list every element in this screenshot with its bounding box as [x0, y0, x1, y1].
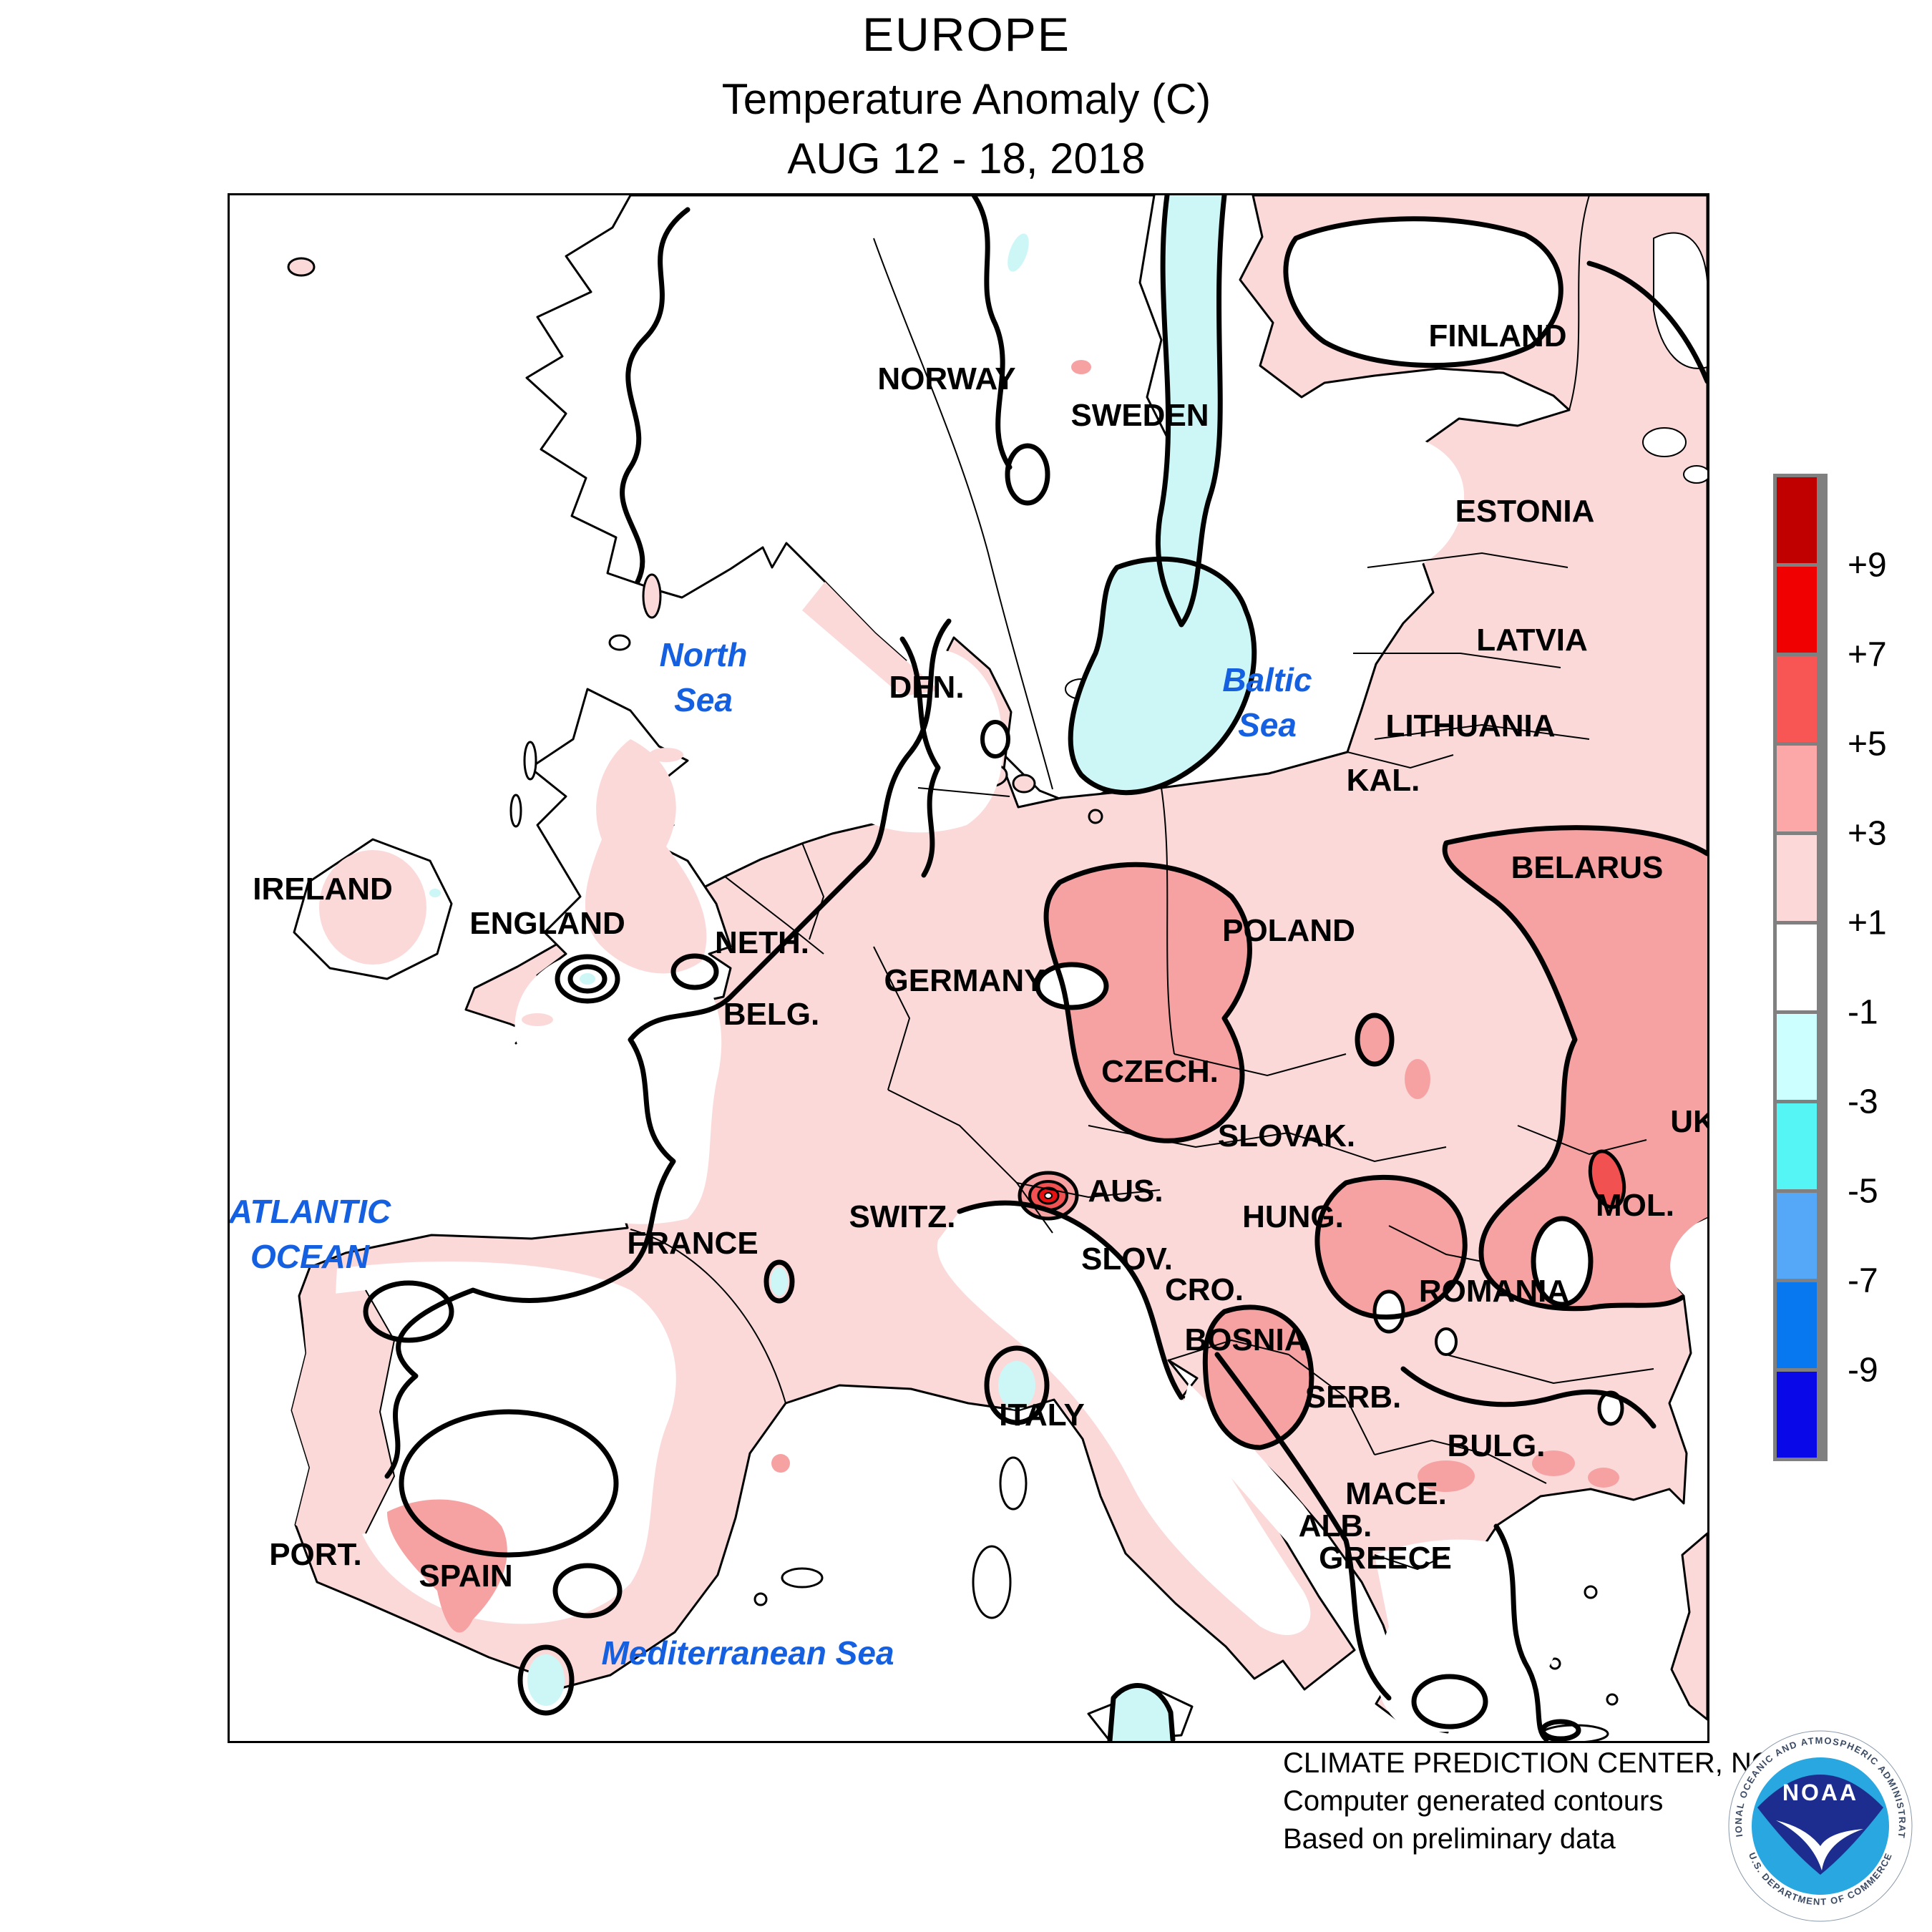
map-label-croatia: CRO.	[1165, 1272, 1244, 1307]
map-label-denmark: DEN.	[889, 670, 965, 705]
colorbar-label-+7: +7	[1848, 635, 1887, 673]
colorbar-cell-0	[1777, 477, 1817, 563]
colorbar-cell-5	[1777, 924, 1817, 1010]
noaa-logo: NATIONAL OCEANIC AND ATMOSPHERIC ADMINIS…	[1728, 1730, 1913, 1922]
europe-anomaly-map: NORWAY SWEDEN FINLAND ESTONIA LATVIA LITHUANI…	[228, 193, 1709, 1743]
map-label-italy: ITALY	[999, 1397, 1085, 1433]
colorbar-label--5: -5	[1848, 1172, 1878, 1210]
colorbar-label--3: -3	[1848, 1083, 1878, 1121]
map-label-poland: POLAND	[1222, 913, 1355, 948]
colorbar-cell-4	[1777, 835, 1817, 921]
map-label-france: FRANCE	[627, 1226, 758, 1261]
map-label-portugal: PORT.	[269, 1537, 362, 1572]
logo-acronym: NOAA	[1782, 1780, 1858, 1805]
map-label-north-sea-2: Sea	[674, 681, 733, 718]
thick-contours	[363, 195, 1707, 1741]
white-contour-ovals	[980, 443, 1624, 1426]
map-title: EUROPE	[862, 8, 1070, 61]
map-label-lithuania: LITHUANIA	[1385, 708, 1556, 743]
colorbar-cell-8	[1777, 1193, 1817, 1279]
anomaly-colorbar	[1773, 474, 1828, 1461]
map-label-north-sea-1: North	[659, 636, 748, 673]
portugal-pink-strip	[292, 1290, 394, 1541]
map-label-kaliningrad: KAL.	[1346, 763, 1420, 798]
map-label-macedonia: MACE.	[1345, 1476, 1447, 1511]
map-label-baltic-sea-1: Baltic	[1222, 661, 1312, 698]
map-label-spain: SPAIN	[419, 1558, 513, 1594]
map-label-ukraine-partial: UK	[1670, 1104, 1707, 1139]
map-label-atlantic-1: ATLANTIC	[228, 1193, 391, 1230]
credit-agency: CLIMATE PREDICTION CENTER, NOAA	[1283, 1747, 1813, 1779]
map-label-norway: NORWAY	[877, 361, 1016, 396]
country-borders	[365, 195, 1654, 1571]
map-date-range: AUG 12 - 18, 2018	[787, 135, 1146, 182]
colorbar-cell-10	[1777, 1372, 1817, 1458]
colorbar-cell-6	[1777, 1014, 1817, 1100]
europe-map-art	[287, 195, 1707, 1741]
map-label-romania: ROMANIA	[1418, 1274, 1570, 1309]
colorbar-label--1: -1	[1848, 993, 1878, 1031]
map-label-baltic-sea-2: Sea	[1238, 706, 1297, 743]
colorbar-label-+3: +3	[1848, 814, 1887, 852]
colorbar-cell-9	[1777, 1282, 1817, 1368]
map-label-slovakia: SLOVAK.	[1217, 1118, 1356, 1153]
map-label-albania: ALB.	[1298, 1508, 1372, 1543]
map-label-finland: FINLAND	[1428, 318, 1567, 353]
colorbar-label--7: -7	[1848, 1262, 1878, 1299]
minus1-anomaly-regions	[429, 195, 1254, 1741]
map-label-moldova: MOL.	[1596, 1188, 1674, 1223]
colorbar-cell-2	[1777, 656, 1817, 742]
map-label-austria: AUS.	[1088, 1174, 1163, 1209]
map-label-latvia: LATVIA	[1476, 623, 1588, 658]
colorbar-cell-1	[1777, 567, 1817, 653]
logo-seagull-icon	[1776, 1820, 1863, 1870]
credit-data: Based on preliminary data	[1283, 1823, 1616, 1855]
colorbar-label--9: -9	[1848, 1351, 1878, 1389]
map-subtitle: Temperature Anomaly (C)	[721, 75, 1211, 123]
map-label-bosnia: BOSNIA	[1184, 1322, 1307, 1357]
neutral-anomaly-regions	[335, 218, 1565, 1732]
plus3-anomaly-regions	[387, 360, 1707, 1633]
white-sea-and-lakes	[1065, 232, 1707, 734]
map-label-belarus: BELARUS	[1511, 850, 1664, 885]
map-label-ireland: IRELAND	[253, 872, 393, 907]
colorbar-cell-7	[1777, 1103, 1817, 1189]
map-label-switzerland: SWITZ.	[849, 1199, 956, 1234]
map-label-czech: CZECH.	[1101, 1054, 1219, 1089]
map-label-serbia: SERB.	[1304, 1380, 1402, 1415]
map-label-bulgaria: BULG.	[1447, 1428, 1546, 1463]
colorbar-cell-3	[1777, 746, 1817, 831]
map-label-slovenia: SLOV.	[1081, 1241, 1173, 1277]
credit-method: Computer generated contours	[1283, 1785, 1664, 1818]
map-label-belgium: BELG.	[723, 997, 820, 1032]
credits-block: CLIMATE PREDICTION CENTER, NOAA Computer…	[1283, 1745, 1812, 1859]
colorbar-label-+9: +9	[1848, 546, 1887, 584]
map-label-mediterranean: Mediterranean Sea	[601, 1634, 894, 1672]
map-label-hungary: HUNG.	[1242, 1199, 1344, 1234]
title-block: EUROPE Temperature Anomaly (C) AUG 12 - …	[228, 7, 1705, 183]
map-label-netherlands: NETH.	[715, 925, 809, 960]
map-label-greece: GREECE	[1319, 1541, 1452, 1576]
map-label-estonia: ESTONIA	[1455, 494, 1595, 529]
map-label-atlantic-2: OCEAN	[250, 1238, 370, 1275]
logo-dark-diamond	[1757, 1775, 1883, 1875]
colorbar-label-+1: +1	[1848, 904, 1887, 942]
colorbar-label-+5: +5	[1848, 725, 1887, 763]
pink-patches	[319, 582, 940, 1026]
map-label-sweden: SWEDEN	[1070, 398, 1209, 433]
map-label-england: ENGLAND	[469, 906, 625, 941]
map-label-germany: GERMANY	[884, 963, 1045, 998]
